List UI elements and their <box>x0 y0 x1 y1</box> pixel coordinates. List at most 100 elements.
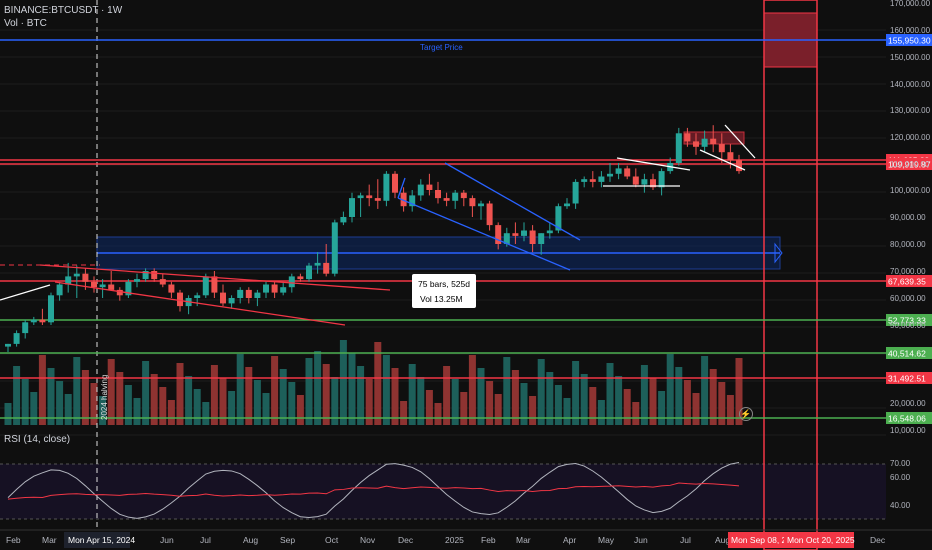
volume-bar <box>606 363 614 425</box>
lightning-icon[interactable]: ⚡ <box>739 407 753 421</box>
volume-bar <box>649 378 657 425</box>
price-level-label: 52,773.33 <box>888 316 926 326</box>
volume-bar <box>683 380 691 425</box>
volume-bar <box>236 354 244 425</box>
trend-line <box>0 284 51 301</box>
price-tick-label: 70,000.00 <box>890 267 926 276</box>
volume-bar <box>279 369 287 425</box>
time-tick-label: Sep <box>280 535 295 545</box>
candle-body <box>581 179 588 182</box>
volume-bar <box>13 366 21 425</box>
candle-body <box>194 295 201 298</box>
price-tick-label: 110,000.00 <box>890 160 930 169</box>
candle-body <box>512 233 519 236</box>
time-tick-label: Aug <box>243 535 258 545</box>
volume-bar <box>623 389 631 425</box>
candle-body <box>374 198 381 201</box>
volume-bar <box>73 357 81 425</box>
candle-body <box>503 233 510 244</box>
candle-body <box>297 276 304 280</box>
candle-body <box>615 168 622 174</box>
price-axis[interactable]: 155,950.30111,635.38109,919.8767,639.355… <box>886 0 932 530</box>
volume-bar <box>193 389 201 425</box>
time-tick-label: Jun <box>634 535 648 545</box>
time-tick-label: Dec <box>398 535 414 545</box>
volume-bar <box>400 401 408 425</box>
candle-body <box>271 284 278 293</box>
candle-body <box>435 190 441 199</box>
volume-bar <box>4 403 12 425</box>
volume-bar <box>408 364 416 425</box>
volume-bar <box>503 357 511 425</box>
candle-body <box>159 279 166 285</box>
price-level-label: 16,548.06 <box>888 414 926 424</box>
date-marker-bg <box>728 532 798 548</box>
candle-body <box>693 141 699 147</box>
candle-body <box>237 289 244 298</box>
candle-body <box>73 273 80 277</box>
volume-bar <box>21 379 29 425</box>
candle-body <box>306 265 312 280</box>
volume-bar <box>675 367 683 425</box>
date-highlight-bg <box>64 532 130 548</box>
candle-body <box>116 289 123 296</box>
price-tick-label: 80,000.00 <box>890 240 926 249</box>
volume-bar <box>38 355 46 425</box>
candle-body <box>142 271 149 280</box>
time-tick-label: Mar <box>42 535 57 545</box>
price-tick-label: 50,000.00 <box>890 321 926 330</box>
price-level-tag <box>886 275 932 287</box>
volume-bar <box>357 366 365 425</box>
candle-body <box>245 289 252 298</box>
candle-body <box>443 198 450 201</box>
volume-bar <box>374 342 382 425</box>
volume-bar <box>245 367 253 425</box>
trend-line <box>397 177 406 199</box>
candle-body <box>349 198 355 217</box>
trend-line <box>616 157 691 171</box>
trend-line <box>39 264 391 291</box>
volume-bar <box>468 355 476 425</box>
price-level-tag <box>886 158 932 170</box>
measure-volume-label: Vol 13.25M <box>420 294 463 304</box>
time-tick-label: Apr <box>563 535 576 545</box>
rsi-ma-line <box>7 482 740 500</box>
candle-body <box>529 230 536 244</box>
candle-body <box>202 276 209 296</box>
volume-bar <box>658 391 666 425</box>
candle-body <box>417 184 424 196</box>
volume-bar <box>417 377 425 425</box>
time-tick-label: May <box>598 535 615 545</box>
volume-bar <box>99 396 107 425</box>
candle-body <box>632 176 639 185</box>
price-level-tag <box>886 347 932 359</box>
volume-bar <box>348 353 356 425</box>
volume-bar <box>434 403 442 425</box>
price-tick-label: 150,000.00 <box>890 53 931 62</box>
candle-body <box>82 273 89 282</box>
time-axis[interactable]: Feb Mar Jun Jul Aug Sep Oct Nov Dec 2025 Feb Mar Apr… <box>0 529 932 548</box>
volume-bar <box>47 368 55 425</box>
volume-bar <box>288 382 296 425</box>
volume-bar <box>159 387 167 425</box>
volume-bar <box>150 374 158 425</box>
volume-bar <box>692 393 700 425</box>
symbol-title: BINANCE:BTCUSDT · 1W <box>4 5 123 16</box>
volume-bar <box>554 385 562 425</box>
candle-body <box>624 168 631 177</box>
volume-bar <box>228 391 236 425</box>
volume-bar <box>529 396 537 425</box>
candle-body <box>340 217 347 223</box>
price-level-tag <box>886 34 932 46</box>
candle-body <box>718 144 725 153</box>
candle-body <box>125 281 132 296</box>
candle-body <box>357 195 364 199</box>
volume-bar <box>701 356 709 425</box>
volume-bar <box>511 370 519 425</box>
candle-body <box>168 284 175 293</box>
time-tick-label: 2025 <box>445 535 464 545</box>
candle-body <box>48 295 54 323</box>
candle-body <box>263 284 269 293</box>
trend-drawings <box>0 124 783 326</box>
